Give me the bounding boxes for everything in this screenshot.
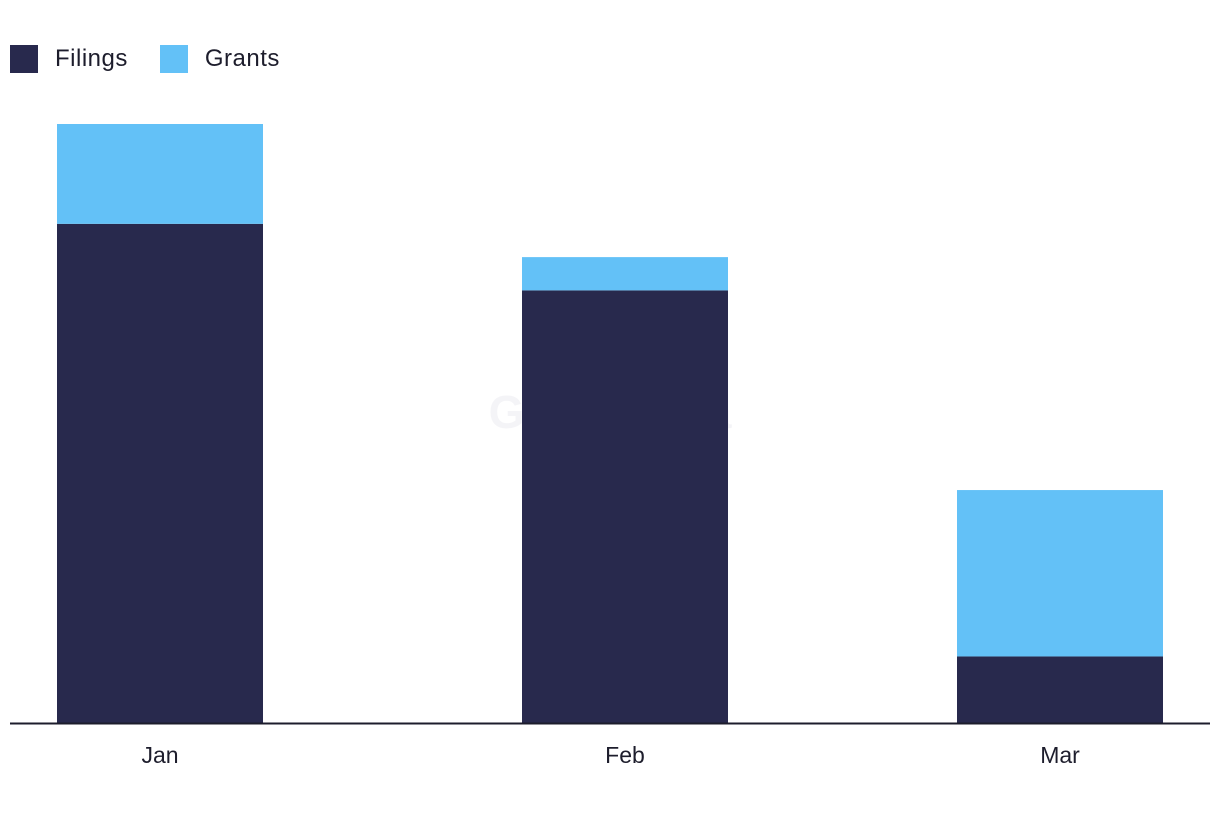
x-tick-label-feb: Feb: [605, 742, 645, 768]
chart-legend: Filings Grants: [10, 44, 312, 74]
bar-grants-mar[interactable]: [957, 490, 1163, 657]
x-tick-label-jan: Jan: [141, 742, 178, 768]
legend-label-grants: Grants: [204, 45, 280, 72]
bar-grants-feb[interactable]: [522, 257, 728, 291]
legend-item-grants[interactable]: Grants: [159, 45, 280, 73]
bar-filings-mar[interactable]: [957, 656, 1163, 723]
bar-filings-feb[interactable]: [522, 290, 728, 723]
legend-swatch-grants: [159, 45, 188, 73]
legend-item-filings[interactable]: Filings: [10, 45, 128, 73]
bar-filings-jan[interactable]: [57, 223, 263, 724]
bar-grants-jan[interactable]: [57, 124, 263, 224]
legend-label-filings: Filings: [55, 45, 128, 72]
legend-swatch-filings: [10, 45, 38, 73]
x-tick-label-mar: Mar: [1040, 742, 1080, 768]
